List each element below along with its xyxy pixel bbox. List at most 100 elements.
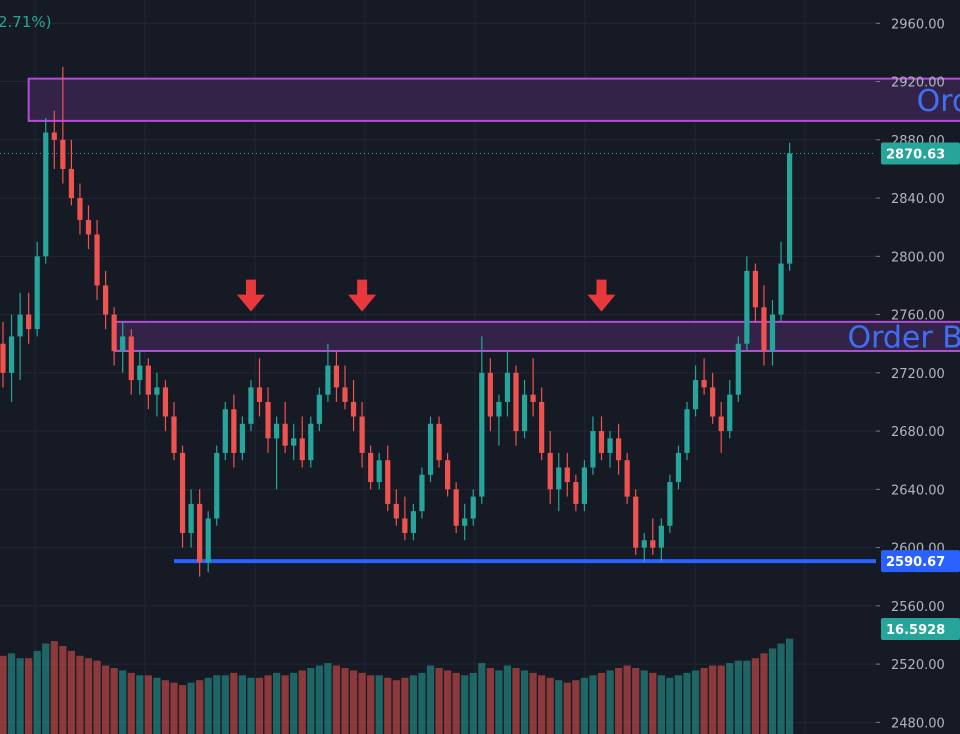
volume-bar [615, 668, 623, 734]
candle-body [68, 168, 74, 199]
volume-bar [170, 682, 178, 734]
volume-bar [546, 677, 554, 734]
volume-value-badge-bg [881, 618, 960, 640]
candle [214, 445, 220, 526]
candle [573, 474, 579, 512]
volume-bar [247, 677, 255, 734]
volume-bar [572, 680, 580, 734]
candle [188, 489, 194, 548]
candle [607, 431, 613, 468]
volume-bar [743, 660, 751, 734]
volume-bar [401, 677, 409, 734]
candle-body [376, 460, 382, 483]
candle-body [650, 540, 656, 548]
candle-body [787, 153, 793, 264]
volume-bar [726, 663, 734, 734]
volume-bar [84, 658, 93, 734]
candle-body [197, 503, 203, 563]
volume-bar [640, 670, 648, 734]
candle-body [684, 409, 690, 453]
volume-bar [580, 677, 588, 734]
volume-bar [666, 677, 674, 734]
order-block-label: Order Block [847, 320, 960, 355]
candle [787, 142, 793, 271]
candle-body [667, 482, 673, 526]
candle-body [607, 438, 613, 453]
candle [282, 401, 288, 453]
down-arrow-icon [587, 279, 616, 312]
volume-bar [786, 638, 794, 734]
candle [222, 401, 228, 461]
candle-body [402, 518, 408, 534]
candle [556, 452, 562, 512]
volume-bar [290, 672, 298, 734]
candle [778, 241, 784, 322]
axis-tick-label: 2520.00 [891, 658, 945, 673]
candle [120, 321, 126, 373]
candle-body [453, 489, 459, 526]
volume-bar [649, 672, 657, 734]
candle [735, 336, 741, 402]
candle [410, 503, 416, 541]
candle-body [718, 416, 724, 432]
candle-body [274, 423, 280, 439]
candle-body [0, 343, 6, 373]
candle [539, 387, 545, 461]
candle-body [77, 198, 83, 220]
volume-bar [444, 670, 452, 734]
candle-body [145, 365, 151, 395]
candle [684, 401, 690, 461]
candle [325, 343, 331, 402]
candle [470, 489, 476, 526]
volume-bar [529, 672, 537, 734]
candle [231, 394, 237, 468]
volume-bar [273, 672, 281, 734]
candle-body [342, 387, 348, 402]
candle-body [231, 409, 237, 453]
volume-bar [452, 672, 460, 734]
candle-body [299, 438, 305, 461]
price-axis[interactable]: 2480.002520.002560.002600.002640.002680.… [876, 17, 960, 731]
candle [60, 66, 66, 184]
volume-bar [717, 665, 725, 734]
candle [162, 380, 169, 432]
candle-body [564, 467, 570, 483]
candle-body [128, 336, 134, 381]
candle [145, 358, 151, 410]
candle-body [214, 452, 220, 519]
candle [530, 358, 536, 417]
candle [710, 372, 716, 424]
candle [581, 460, 587, 512]
candle-body [222, 409, 228, 453]
candle-body [778, 263, 784, 315]
candle-body [427, 423, 434, 475]
candle-body [735, 343, 741, 395]
candle-body [111, 314, 117, 351]
candle [752, 263, 758, 322]
candle [462, 503, 468, 541]
volume-bar [469, 672, 477, 734]
candle-body [368, 452, 374, 483]
candle-body [675, 452, 682, 483]
candle-body [419, 474, 425, 512]
candle-body [633, 496, 639, 548]
axis-tick-label: 2560.00 [891, 600, 945, 615]
volume-bar [478, 663, 486, 734]
candle [436, 416, 442, 468]
candle-body [308, 423, 314, 461]
axis-tick-label: 2800.00 [891, 250, 945, 265]
volume-bar [230, 672, 238, 734]
candle [547, 431, 553, 504]
candle-body [547, 452, 553, 490]
candle [248, 380, 254, 432]
candle-body [761, 307, 767, 351]
candle-body [521, 394, 528, 432]
candle-body [573, 482, 579, 504]
candle [453, 482, 459, 534]
candle [650, 518, 656, 555]
volume-bar [495, 670, 503, 734]
candle-body [769, 314, 776, 351]
candle [51, 110, 57, 169]
